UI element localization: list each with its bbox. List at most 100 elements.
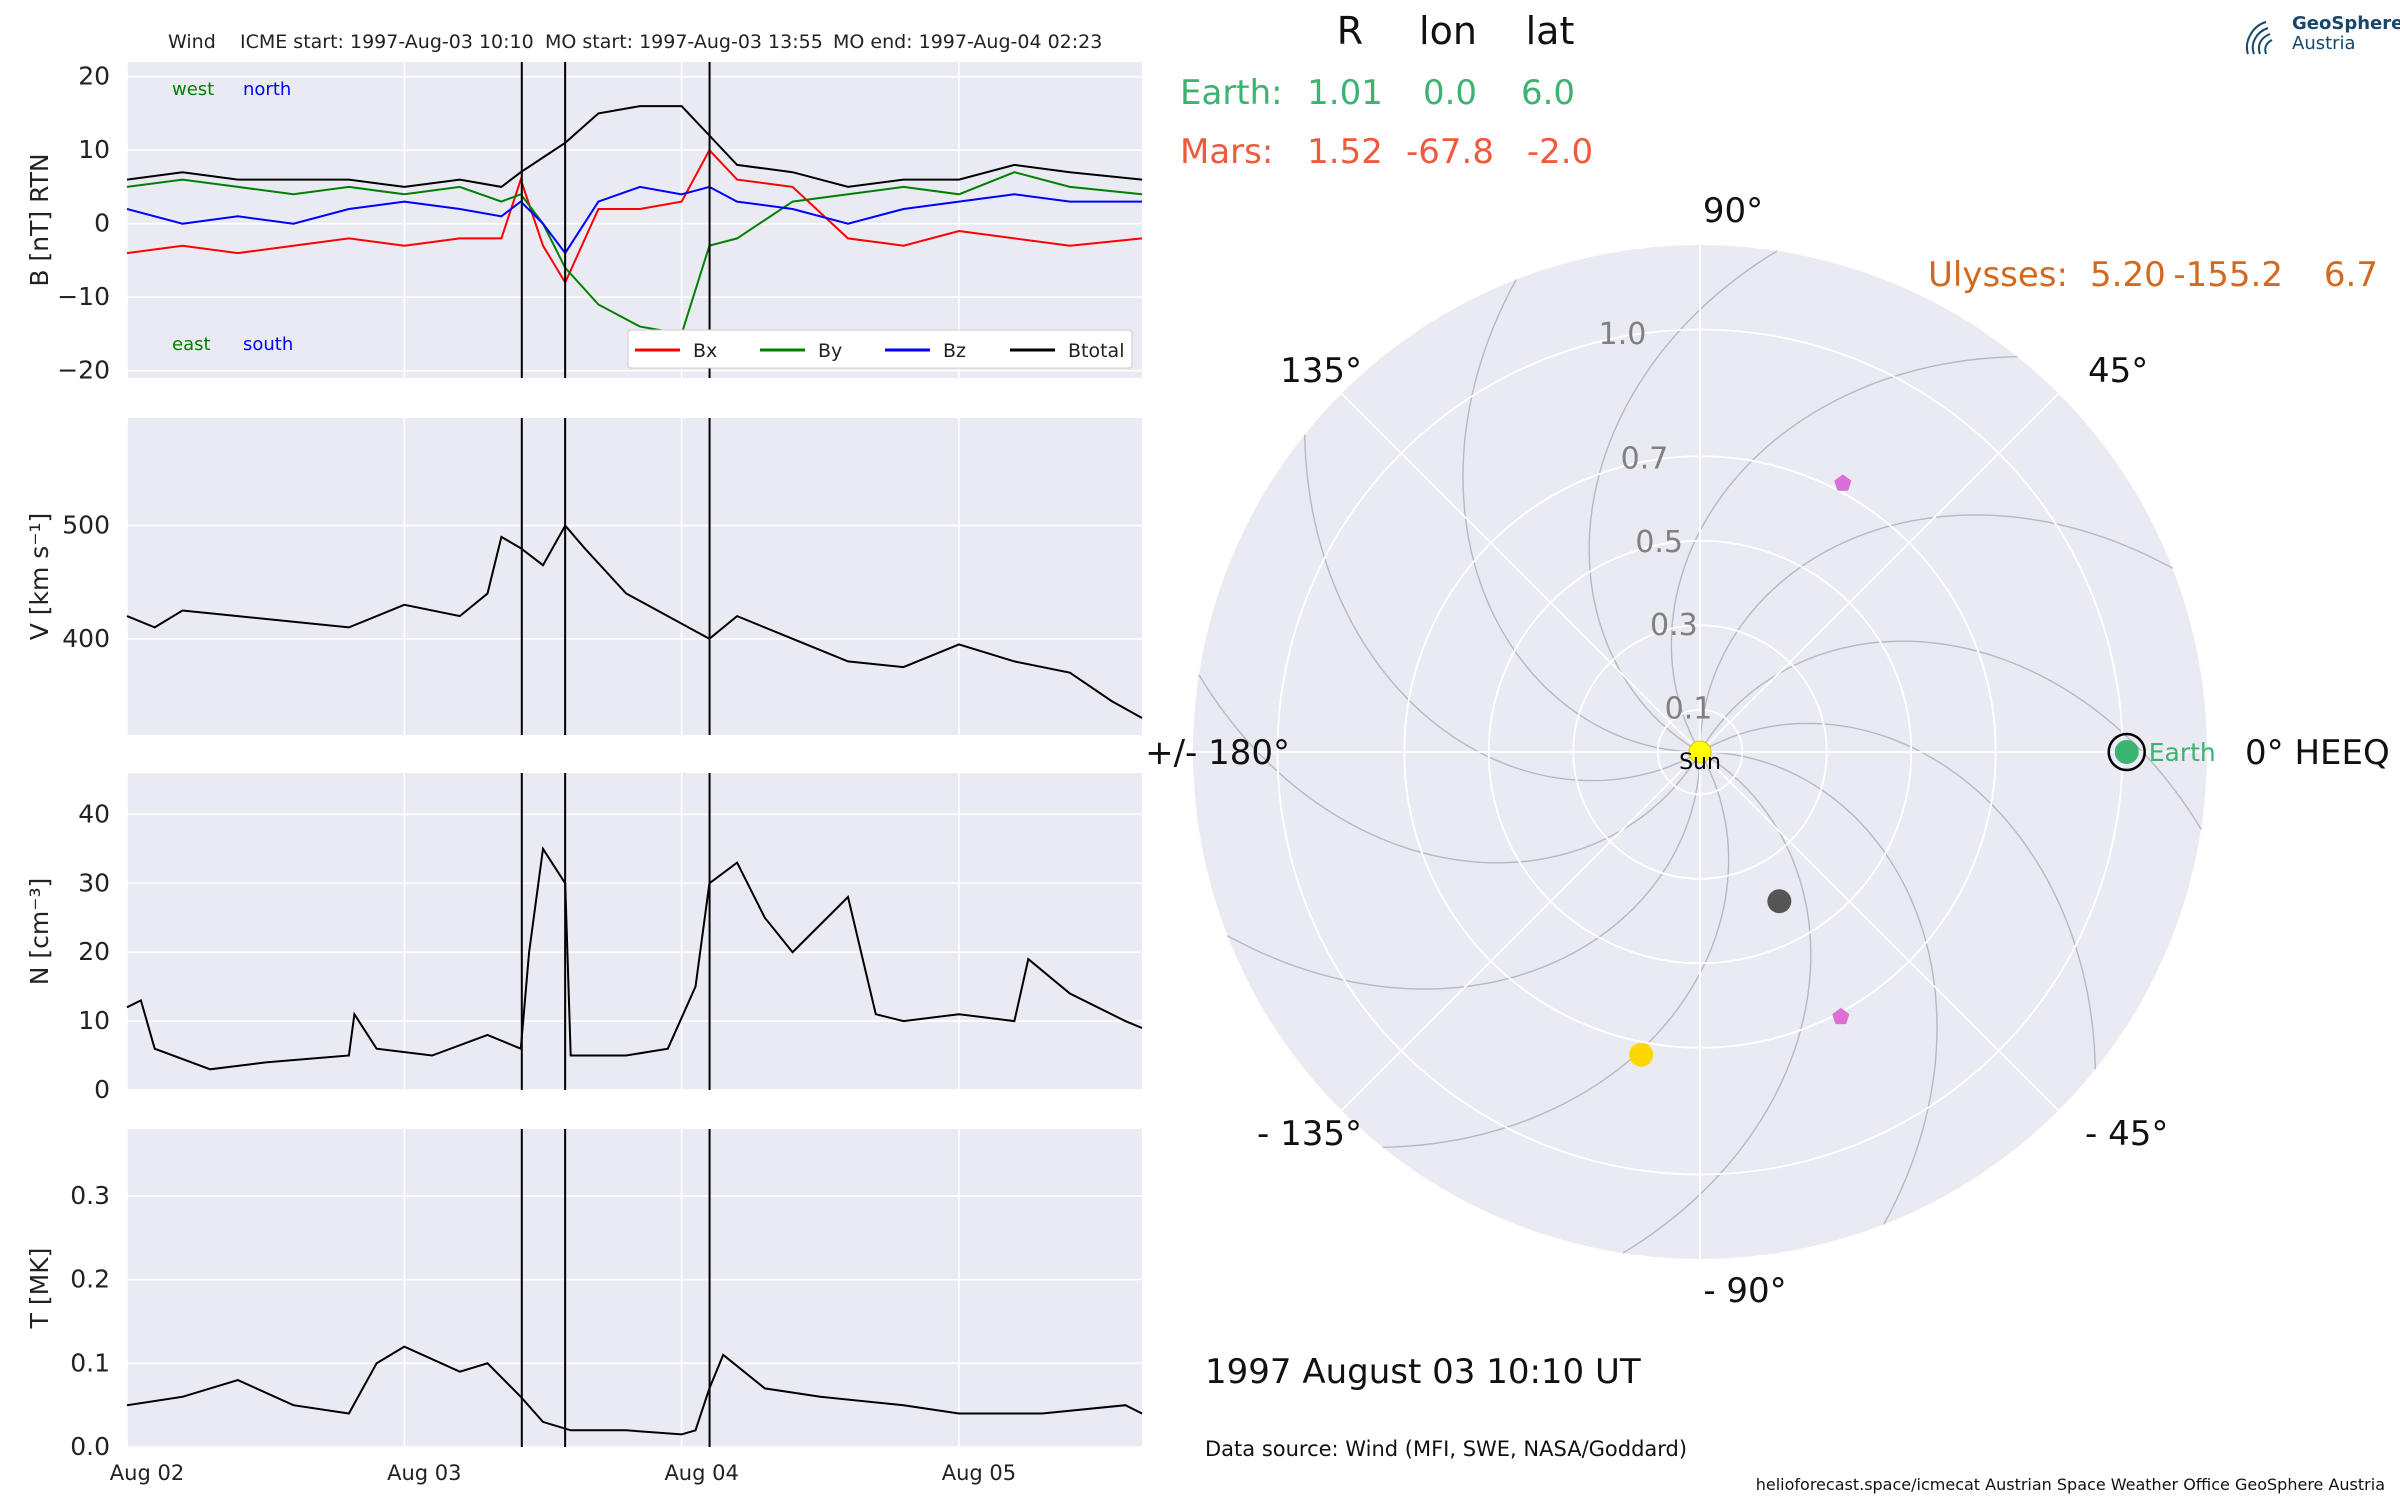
series-line-t <box>126 1345 1143 1436</box>
angle-label: - 135° <box>1257 1114 1362 1154</box>
angular-gridline <box>1340 392 1701 753</box>
earth-marker <box>2114 740 2139 764</box>
y-tick-label: 20 <box>78 937 110 966</box>
angle-label: - 45° <box>2085 1114 2168 1154</box>
panel-background <box>127 418 1142 735</box>
x-tick-label: Aug 05 <box>942 1461 1016 1485</box>
radial-tick-label: 1.0 <box>1599 317 1647 352</box>
legend-label-bx: Bx <box>693 340 717 362</box>
y-tick-label: 0 <box>94 1075 110 1104</box>
y-axis-label: V [km s⁻¹] <box>25 513 54 641</box>
annotation-east: east <box>172 334 211 355</box>
series-line-bz <box>126 185 1142 255</box>
legend-box <box>627 329 1133 369</box>
header-icme-start: ICME start: 1997-Aug-03 10:10 <box>240 31 534 53</box>
radial-tick-label: 0.1 <box>1665 691 1713 726</box>
y-tick-label: −20 <box>57 356 110 385</box>
y-tick-label: 30 <box>78 868 110 897</box>
table-value-lon: 0.0 <box>1423 73 1477 113</box>
date-label: 1997 August 03 10:10 UT <box>1205 1352 1641 1392</box>
spacecraft-marker-pentagon <box>1834 474 1852 491</box>
y-tick-label: 0 <box>94 209 110 238</box>
annotation-north: north <box>243 79 291 100</box>
angle-label: 0° HEEQ <box>2245 733 2390 773</box>
planet-marker-venus <box>1629 1042 1654 1067</box>
y-tick-label: 0.1 <box>70 1348 110 1377</box>
earth-label: Earth <box>2149 738 2216 767</box>
panel-background <box>127 1129 1142 1447</box>
y-tick-label: 10 <box>78 135 110 164</box>
header-mo-end: MO end: 1997-Aug-04 02:23 <box>833 31 1102 53</box>
table-header-R: R <box>1337 9 1363 53</box>
y-tick-label: 0.0 <box>70 1432 110 1461</box>
series-line-n <box>126 845 1143 1071</box>
polar-plot: 0.1 0.3 0.5 0.7 1.0 0° HEEQ 45° 90° 135° +/- 180°… <box>1145 9 2390 1311</box>
annotation-west: west <box>172 79 214 100</box>
table-value-lon: -155.2 <box>2173 255 2283 295</box>
table-row-name: Ulysses: <box>1928 255 2068 295</box>
table-value-r: 1.01 <box>1307 73 1383 113</box>
radial-tick-label: 0.5 <box>1635 525 1683 560</box>
series-line-v <box>126 523 1143 719</box>
timeseries-panels: 20 10 0 −10 −20 B [nT] RTN west north east south B… <box>25 62 1143 1485</box>
x-tick-label: Aug 02 <box>110 1461 184 1485</box>
spacecraft-marker-pentagon <box>1832 1007 1850 1025</box>
panel-magnetic-field: 20 10 0 −10 −20 B [nT] RTN west north east south B… <box>25 62 1143 385</box>
table-value-lon: -67.8 <box>1406 132 1494 172</box>
series-line-btotal <box>126 105 1143 188</box>
angle-label: - 90° <box>1703 1271 1786 1311</box>
sun-marker <box>1688 740 1712 764</box>
table-row-name: Earth: <box>1180 73 1283 113</box>
y-tick-label: −10 <box>57 282 110 311</box>
x-tick-label: Aug 04 <box>664 1461 738 1485</box>
geosphere-swirl-icon <box>2246 21 2273 55</box>
y-tick-label: 400 <box>62 624 110 653</box>
y-tick-label: 10 <box>78 1006 110 1035</box>
panel-density: 40 30 20 10 0 N [cm⁻³] <box>25 773 1143 1104</box>
angle-label: 135° <box>1280 351 1362 391</box>
y-tick-label: 0.3 <box>70 1181 110 1210</box>
footer-credits: helioforecast.space/icmecat Austrian Spa… <box>1756 1475 2385 1494</box>
brand-name-line1: GeoSphere <box>2292 13 2400 34</box>
header-mo-start: MO start: 1997-Aug-03 13:55 <box>545 31 823 53</box>
angle-label: +/- 180° <box>1145 733 1290 773</box>
table-header-lon: lon <box>1419 9 1477 53</box>
table-header-lat: lat <box>1526 9 1575 53</box>
angular-gridline <box>1699 392 2060 753</box>
earth-ring <box>2107 732 2146 772</box>
table-row-name: Mars: <box>1180 132 1273 172</box>
radial-tick-label: 0.7 <box>1621 442 1669 477</box>
sun-label: Sun <box>1679 750 1721 775</box>
y-tick-label: 20 <box>78 62 110 91</box>
angle-label: 45° <box>2088 351 2148 391</box>
table-value-r: 1.52 <box>1307 132 1383 172</box>
header-prefix: Wind <box>168 31 216 53</box>
legend-label-btotal: Btotal <box>1068 340 1124 362</box>
angular-gridline <box>1340 751 1701 1112</box>
series-line-bx <box>126 148 1143 285</box>
table-value-lat: 6.0 <box>1521 73 1575 113</box>
table-value-lat: -2.0 <box>1527 132 1593 172</box>
y-tick-label: 40 <box>78 799 110 828</box>
radial-tick-label: 0.3 <box>1650 608 1698 643</box>
y-tick-label: 0.2 <box>70 1265 110 1294</box>
y-tick-label: 500 <box>62 511 110 540</box>
geosphere-logo: GeoSphere Austria <box>2240 14 2400 64</box>
series-line-by <box>126 171 1143 336</box>
angular-gridline <box>1699 751 2060 1112</box>
legend: Bx By Bz Btotal <box>627 329 1133 369</box>
data-source: Data source: Wind (MFI, SWE, NASA/Goddar… <box>1205 1437 1687 1461</box>
panel-background <box>127 773 1142 1090</box>
brand-name-line2: Austria <box>2292 33 2356 54</box>
y-axis-label: N [cm⁻³] <box>25 878 54 985</box>
legend-label-bz: Bz <box>943 340 966 362</box>
legend-label-by: By <box>818 340 842 362</box>
panel-speed: 500 400 V [km s⁻¹] <box>25 418 1143 735</box>
y-axis-label: T [MK] <box>25 1248 54 1330</box>
x-tick-label: Aug 03 <box>387 1461 461 1485</box>
panel-temperature: 0.3 0.2 0.1 0.0 T [MK] Aug 02 Aug 03 Aug 04 Aug … <box>25 1129 1143 1485</box>
table-value-r: 5.20 <box>2090 255 2166 295</box>
annotation-south: south <box>243 334 293 355</box>
